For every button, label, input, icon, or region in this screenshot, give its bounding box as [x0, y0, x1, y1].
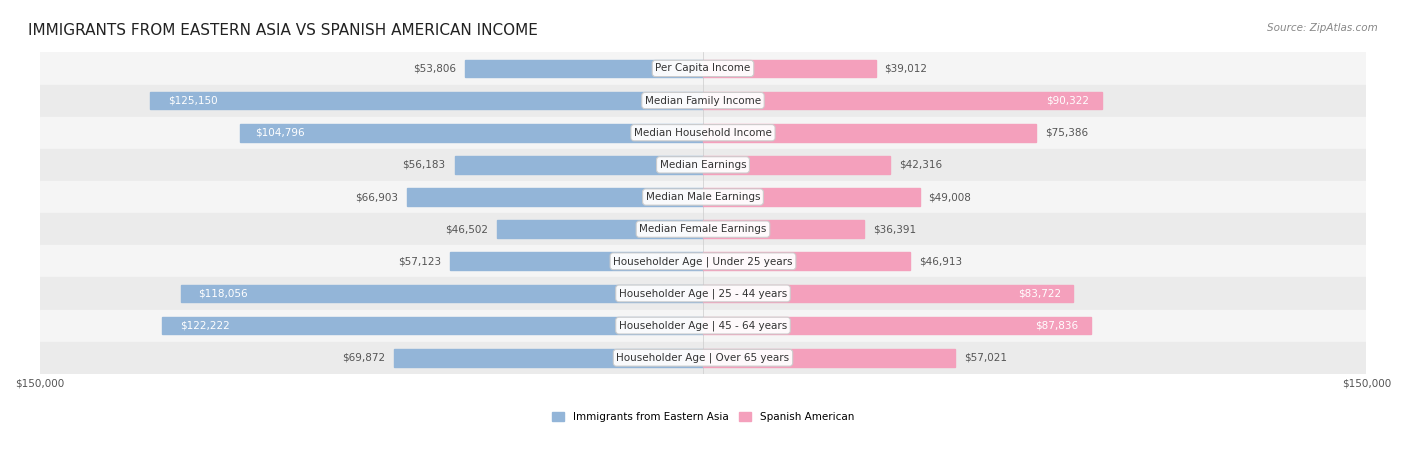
Text: $125,150: $125,150: [167, 96, 218, 106]
Bar: [703, 284, 1073, 302]
Text: $56,183: $56,183: [402, 160, 446, 170]
Text: $49,008: $49,008: [928, 192, 972, 202]
Bar: [703, 317, 1091, 334]
Text: $69,872: $69,872: [342, 353, 385, 363]
Legend: Immigrants from Eastern Asia, Spanish American: Immigrants from Eastern Asia, Spanish Am…: [548, 408, 858, 426]
Bar: [39, 52, 1367, 85]
Text: $122,222: $122,222: [180, 320, 231, 331]
Text: Per Capita Income: Per Capita Income: [655, 64, 751, 73]
Text: Householder Age | 25 - 44 years: Householder Age | 25 - 44 years: [619, 288, 787, 299]
Text: $57,021: $57,021: [965, 353, 1007, 363]
Bar: [39, 181, 1367, 213]
Text: $90,322: $90,322: [1046, 96, 1090, 106]
Bar: [149, 92, 703, 109]
Text: $118,056: $118,056: [198, 289, 247, 298]
Text: IMMIGRANTS FROM EASTERN ASIA VS SPANISH AMERICAN INCOME: IMMIGRANTS FROM EASTERN ASIA VS SPANISH …: [28, 23, 538, 38]
Text: Median Family Income: Median Family Income: [645, 96, 761, 106]
Text: $46,502: $46,502: [446, 224, 488, 234]
Bar: [498, 220, 703, 238]
Bar: [39, 117, 1367, 149]
Text: $39,012: $39,012: [884, 64, 928, 73]
Text: $42,316: $42,316: [898, 160, 942, 170]
Text: $46,913: $46,913: [920, 256, 963, 266]
Bar: [703, 188, 920, 206]
Bar: [163, 317, 703, 334]
Bar: [703, 220, 863, 238]
Bar: [454, 156, 703, 174]
Bar: [703, 124, 1036, 142]
Text: Median Female Earnings: Median Female Earnings: [640, 224, 766, 234]
Text: $83,722: $83,722: [1018, 289, 1062, 298]
Text: $36,391: $36,391: [873, 224, 915, 234]
Bar: [39, 85, 1367, 117]
Bar: [239, 124, 703, 142]
Text: $66,903: $66,903: [356, 192, 398, 202]
Bar: [394, 349, 703, 367]
Bar: [39, 245, 1367, 277]
Text: Householder Age | Over 65 years: Householder Age | Over 65 years: [616, 353, 790, 363]
Bar: [703, 156, 890, 174]
Bar: [39, 342, 1367, 374]
Bar: [703, 60, 876, 77]
Bar: [181, 284, 703, 302]
Bar: [39, 277, 1367, 310]
Text: $87,836: $87,836: [1035, 320, 1078, 331]
Text: $104,796: $104,796: [254, 127, 305, 138]
Text: Median Household Income: Median Household Income: [634, 127, 772, 138]
Text: Householder Age | 45 - 64 years: Householder Age | 45 - 64 years: [619, 320, 787, 331]
Text: Median Male Earnings: Median Male Earnings: [645, 192, 761, 202]
Text: $57,123: $57,123: [398, 256, 441, 266]
Bar: [703, 92, 1102, 109]
Text: $75,386: $75,386: [1045, 127, 1088, 138]
Text: Median Earnings: Median Earnings: [659, 160, 747, 170]
Bar: [408, 188, 703, 206]
Bar: [39, 213, 1367, 245]
Text: Householder Age | Under 25 years: Householder Age | Under 25 years: [613, 256, 793, 267]
Text: $53,806: $53,806: [413, 64, 456, 73]
Bar: [39, 310, 1367, 342]
Bar: [39, 149, 1367, 181]
Bar: [703, 349, 955, 367]
Bar: [703, 253, 911, 270]
Bar: [465, 60, 703, 77]
Bar: [450, 253, 703, 270]
Text: Source: ZipAtlas.com: Source: ZipAtlas.com: [1267, 23, 1378, 33]
